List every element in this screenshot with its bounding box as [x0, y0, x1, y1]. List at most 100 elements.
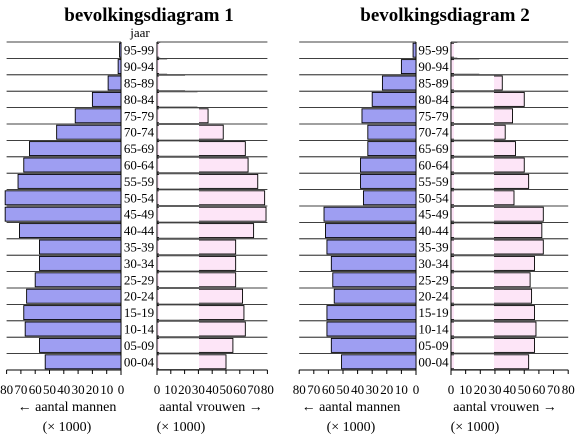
left-tick-label: 0 — [118, 382, 125, 397]
age-label-bg — [159, 239, 199, 255]
left-tick-label: 80 — [293, 382, 306, 397]
male-bar — [44, 354, 122, 370]
male-bar — [323, 206, 417, 222]
male-bar — [362, 190, 417, 206]
female-axis-label: aantal vrouwen → — [453, 400, 556, 415]
age-group-label: 70-74 — [418, 125, 449, 140]
male-bar — [23, 305, 122, 321]
left-tick-label: 30 — [72, 382, 85, 397]
male-bar — [29, 141, 122, 157]
male-bar — [326, 239, 417, 255]
age-label-bg — [159, 305, 199, 320]
right-tick-label: 60 — [233, 382, 246, 397]
age-group-label: 80-84 — [418, 92, 449, 107]
male-axis-unit: (× 1000) — [43, 420, 92, 435]
right-tick-label: 50 — [220, 382, 233, 397]
male-bar — [4, 206, 122, 222]
right-tick-label: 0 — [154, 382, 161, 397]
age-group-label: 30-34 — [124, 256, 155, 271]
age-group-label: 90-94 — [418, 59, 449, 74]
age-group-label: 60-64 — [124, 158, 155, 173]
age-group-label: 20-24 — [418, 289, 449, 304]
age-label-bg — [454, 92, 494, 107]
age-group-label: 00-04 — [124, 354, 155, 369]
age-group-label: 50-54 — [418, 190, 449, 205]
age-group-label: 35-39 — [418, 240, 448, 255]
age-group-label: 30-34 — [418, 256, 449, 271]
left-tick-label: 30 — [366, 382, 379, 397]
age-group-label: 80-84 — [124, 92, 155, 107]
left-tick-label: 70 — [307, 382, 320, 397]
age-group-label: 85-89 — [124, 76, 154, 91]
age-label-bg — [454, 174, 494, 189]
right-tick-label: 10 — [459, 382, 472, 397]
left-tick-label: 40 — [351, 382, 364, 397]
age-label-bg — [454, 354, 494, 369]
age-label-bg — [454, 43, 494, 58]
age-group-label: 15-19 — [418, 305, 448, 320]
age-label-bg — [159, 256, 199, 271]
left-tick-label: 80 — [0, 382, 13, 397]
male-bar — [74, 108, 122, 124]
age-group-label: 65-69 — [124, 141, 154, 156]
age-group-label: 45-49 — [124, 207, 154, 222]
age-label-bg — [454, 289, 494, 304]
left-tick-label: 20 — [380, 382, 393, 397]
right-tick-label: 80 — [261, 382, 274, 397]
age-group-label: 95-99 — [124, 43, 154, 58]
age-label-bg — [159, 338, 199, 353]
age-group-label: 10-14 — [124, 322, 155, 337]
male-bar — [39, 255, 122, 271]
age-group-label: 70-74 — [124, 125, 155, 140]
male-bar — [360, 157, 417, 173]
age-group-label: 60-64 — [418, 158, 449, 173]
left-tick-label: 60 — [322, 382, 335, 397]
right-tick-label: 10 — [164, 382, 177, 397]
right-tick-label: 70 — [247, 382, 260, 397]
left-tick-label: 10 — [100, 382, 113, 397]
age-label-bg — [159, 354, 199, 369]
left-tick-label: 20 — [86, 382, 99, 397]
age-label-bg — [454, 239, 494, 255]
age-label-bg — [454, 108, 494, 123]
age-group-label: 55-59 — [418, 174, 448, 189]
age-label-bg — [159, 190, 199, 205]
right-tick-label: 20 — [474, 382, 487, 397]
male-bar — [381, 75, 417, 91]
male-bar — [24, 321, 122, 337]
male-bar — [360, 173, 417, 189]
male-bar — [119, 42, 122, 58]
left-tick-label: 50 — [337, 382, 350, 397]
male-bar — [371, 91, 417, 107]
male-bar — [23, 157, 122, 173]
age-label-bg — [159, 174, 199, 189]
age-label-bg — [454, 190, 494, 205]
male-bar — [117, 59, 122, 75]
age-group-label: 85-89 — [418, 76, 448, 91]
age-group-label: 95-99 — [418, 43, 448, 58]
female-axis-unit: (× 1000) — [157, 420, 206, 435]
age-label-bg — [159, 125, 199, 140]
age-group-label: 75-79 — [418, 108, 448, 123]
right-tick-label: 30 — [192, 382, 205, 397]
age-label-bg — [454, 157, 494, 173]
age-label-bg — [454, 59, 494, 74]
right-tick-label: 0 — [448, 382, 455, 397]
right-tick-label: 50 — [518, 382, 531, 397]
age-label-bg — [159, 223, 199, 238]
male-bar — [332, 272, 417, 288]
age-label-bg — [454, 321, 494, 337]
age-label-bg — [454, 305, 494, 320]
male-bar — [4, 190, 122, 206]
age-group-label: 25-29 — [418, 272, 448, 287]
right-tick-label: 20 — [178, 382, 191, 397]
right-tick-label: 80 — [562, 382, 575, 397]
age-label-bg — [159, 289, 199, 304]
male-bar — [330, 255, 417, 271]
age-label-bg — [454, 125, 494, 140]
age-label-bg — [159, 321, 199, 337]
male-bar — [26, 288, 122, 304]
age-label-bg — [159, 272, 199, 287]
